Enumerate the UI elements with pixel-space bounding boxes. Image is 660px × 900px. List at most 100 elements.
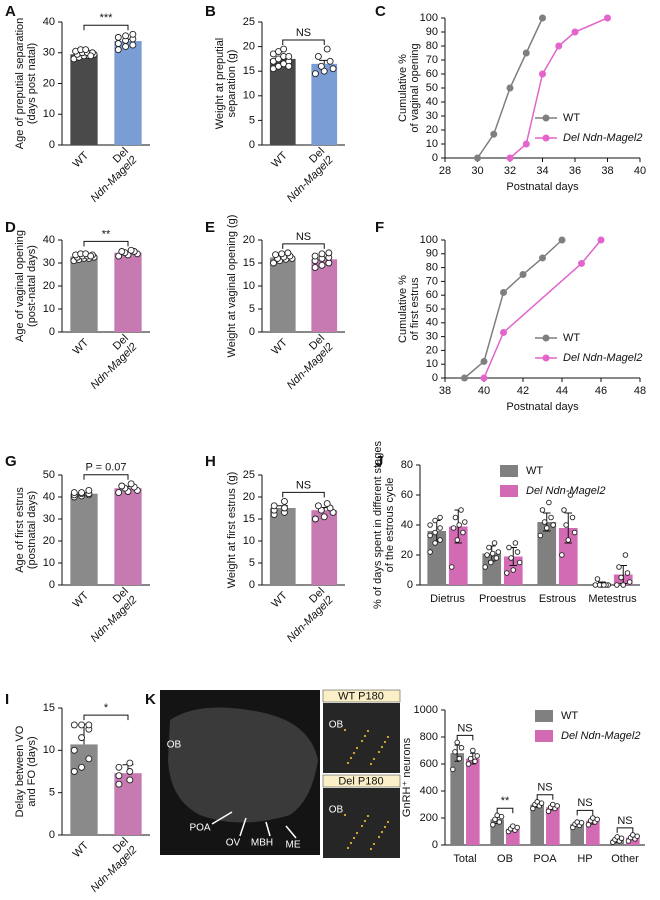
data-point [285, 52, 293, 60]
x-tick-label: WT [269, 336, 290, 357]
y-tick-label: 15 [243, 257, 255, 269]
x-tick-label: WT [71, 589, 92, 610]
x-tick-label: Other [611, 853, 639, 865]
data-point [427, 532, 433, 539]
tissue [168, 707, 318, 823]
x-axis-label: Postnatal days [506, 401, 579, 413]
x-tick-label: 44 [556, 385, 568, 397]
x-axis-label: Postnatal days [506, 181, 579, 193]
significance-bracket [282, 39, 325, 46]
y-axis-label: Cumulative % [397, 275, 409, 343]
legend-label: WT [526, 465, 543, 477]
legend-label: Del Ndn-Magel2 [561, 730, 640, 742]
y-axis-label: of vaginal opening [409, 43, 421, 132]
data-point [563, 522, 569, 528]
legend-swatch [500, 485, 518, 497]
inset-title-box [322, 689, 401, 703]
data-point [311, 252, 319, 260]
y-tick-label: 10 [43, 303, 55, 315]
significance-bracket [282, 491, 325, 498]
data-point [437, 537, 443, 543]
y-tick-label: 70 [426, 54, 438, 66]
data-point [458, 745, 465, 751]
panel-letter: I [5, 691, 9, 708]
y-tick-label: 30 [426, 110, 438, 122]
x-tick-label: Total [453, 853, 476, 865]
data-point [618, 835, 625, 842]
data-point [512, 540, 519, 546]
data-point [482, 564, 488, 570]
y-axis-label: Weight at preputial [214, 38, 226, 130]
data-point [460, 529, 466, 536]
y-tick-label: 0 [249, 139, 255, 151]
arrow [285, 825, 297, 839]
data-point [118, 482, 126, 490]
line-point [474, 154, 481, 162]
data-point [114, 46, 122, 54]
data-point [450, 525, 457, 531]
arrow [239, 817, 247, 837]
data-point [115, 772, 123, 780]
y-tick-label: 40 [401, 519, 413, 531]
neuron-dot [372, 757, 376, 761]
x-tick-label: WT [269, 149, 290, 170]
data-point [454, 537, 461, 543]
data-point [432, 517, 438, 524]
image-label: OB [167, 740, 182, 751]
x-tick-label: 32 [504, 165, 516, 177]
data-point [510, 567, 517, 573]
bar [70, 54, 98, 145]
y-tick-label: 1000 [414, 704, 438, 716]
data-point [504, 570, 510, 576]
y-tick-label: 200 [420, 812, 438, 824]
data-point [574, 819, 580, 825]
y-tick-label: 100 [420, 12, 438, 24]
inset-image [323, 788, 400, 858]
data-point [462, 519, 468, 525]
y-tick-label: 800 [420, 731, 438, 743]
neuron-dot [355, 831, 359, 835]
y-tick-label: 40 [426, 96, 438, 108]
y-tick-label: 10 [426, 358, 438, 370]
data-point [618, 574, 624, 581]
data-point [284, 249, 292, 257]
legend-swatch [542, 114, 550, 122]
legend-swatch [542, 334, 550, 342]
y-axis-label: Cumulative % [397, 54, 409, 122]
data-point [561, 507, 567, 513]
data-point [432, 540, 438, 546]
data-point [614, 834, 620, 840]
data-point [318, 261, 326, 269]
line-point [539, 254, 546, 262]
bar [269, 257, 296, 332]
data-point [281, 504, 288, 512]
significance-label: P = 0.07 [85, 462, 126, 474]
image-label: POA [189, 823, 210, 834]
data-point [554, 803, 560, 809]
y-tick-label: 10 [243, 90, 255, 102]
data-point [448, 564, 455, 570]
x-tick-label: 36 [569, 165, 581, 177]
y-axis-label: GnRH⁺ neurons [401, 737, 413, 817]
data-point [272, 251, 279, 259]
data-point [314, 52, 322, 60]
neuron-dot [343, 728, 347, 732]
data-point [325, 249, 333, 257]
data-point [452, 749, 458, 755]
y-tick-label: 0 [432, 372, 438, 384]
data-point [470, 747, 476, 754]
neuron-dot [383, 740, 387, 744]
x-tick-label: WT [269, 589, 290, 610]
data-point [571, 529, 578, 536]
data-point [114, 40, 122, 47]
data-point [270, 259, 277, 267]
x-tick-label: WT [71, 839, 92, 860]
image-label: OV [226, 838, 241, 849]
neuron-dot [352, 836, 356, 840]
data-point [616, 564, 622, 570]
data-point [70, 746, 78, 754]
data-point [565, 537, 572, 543]
data-point [126, 759, 134, 767]
data-point [514, 824, 520, 831]
